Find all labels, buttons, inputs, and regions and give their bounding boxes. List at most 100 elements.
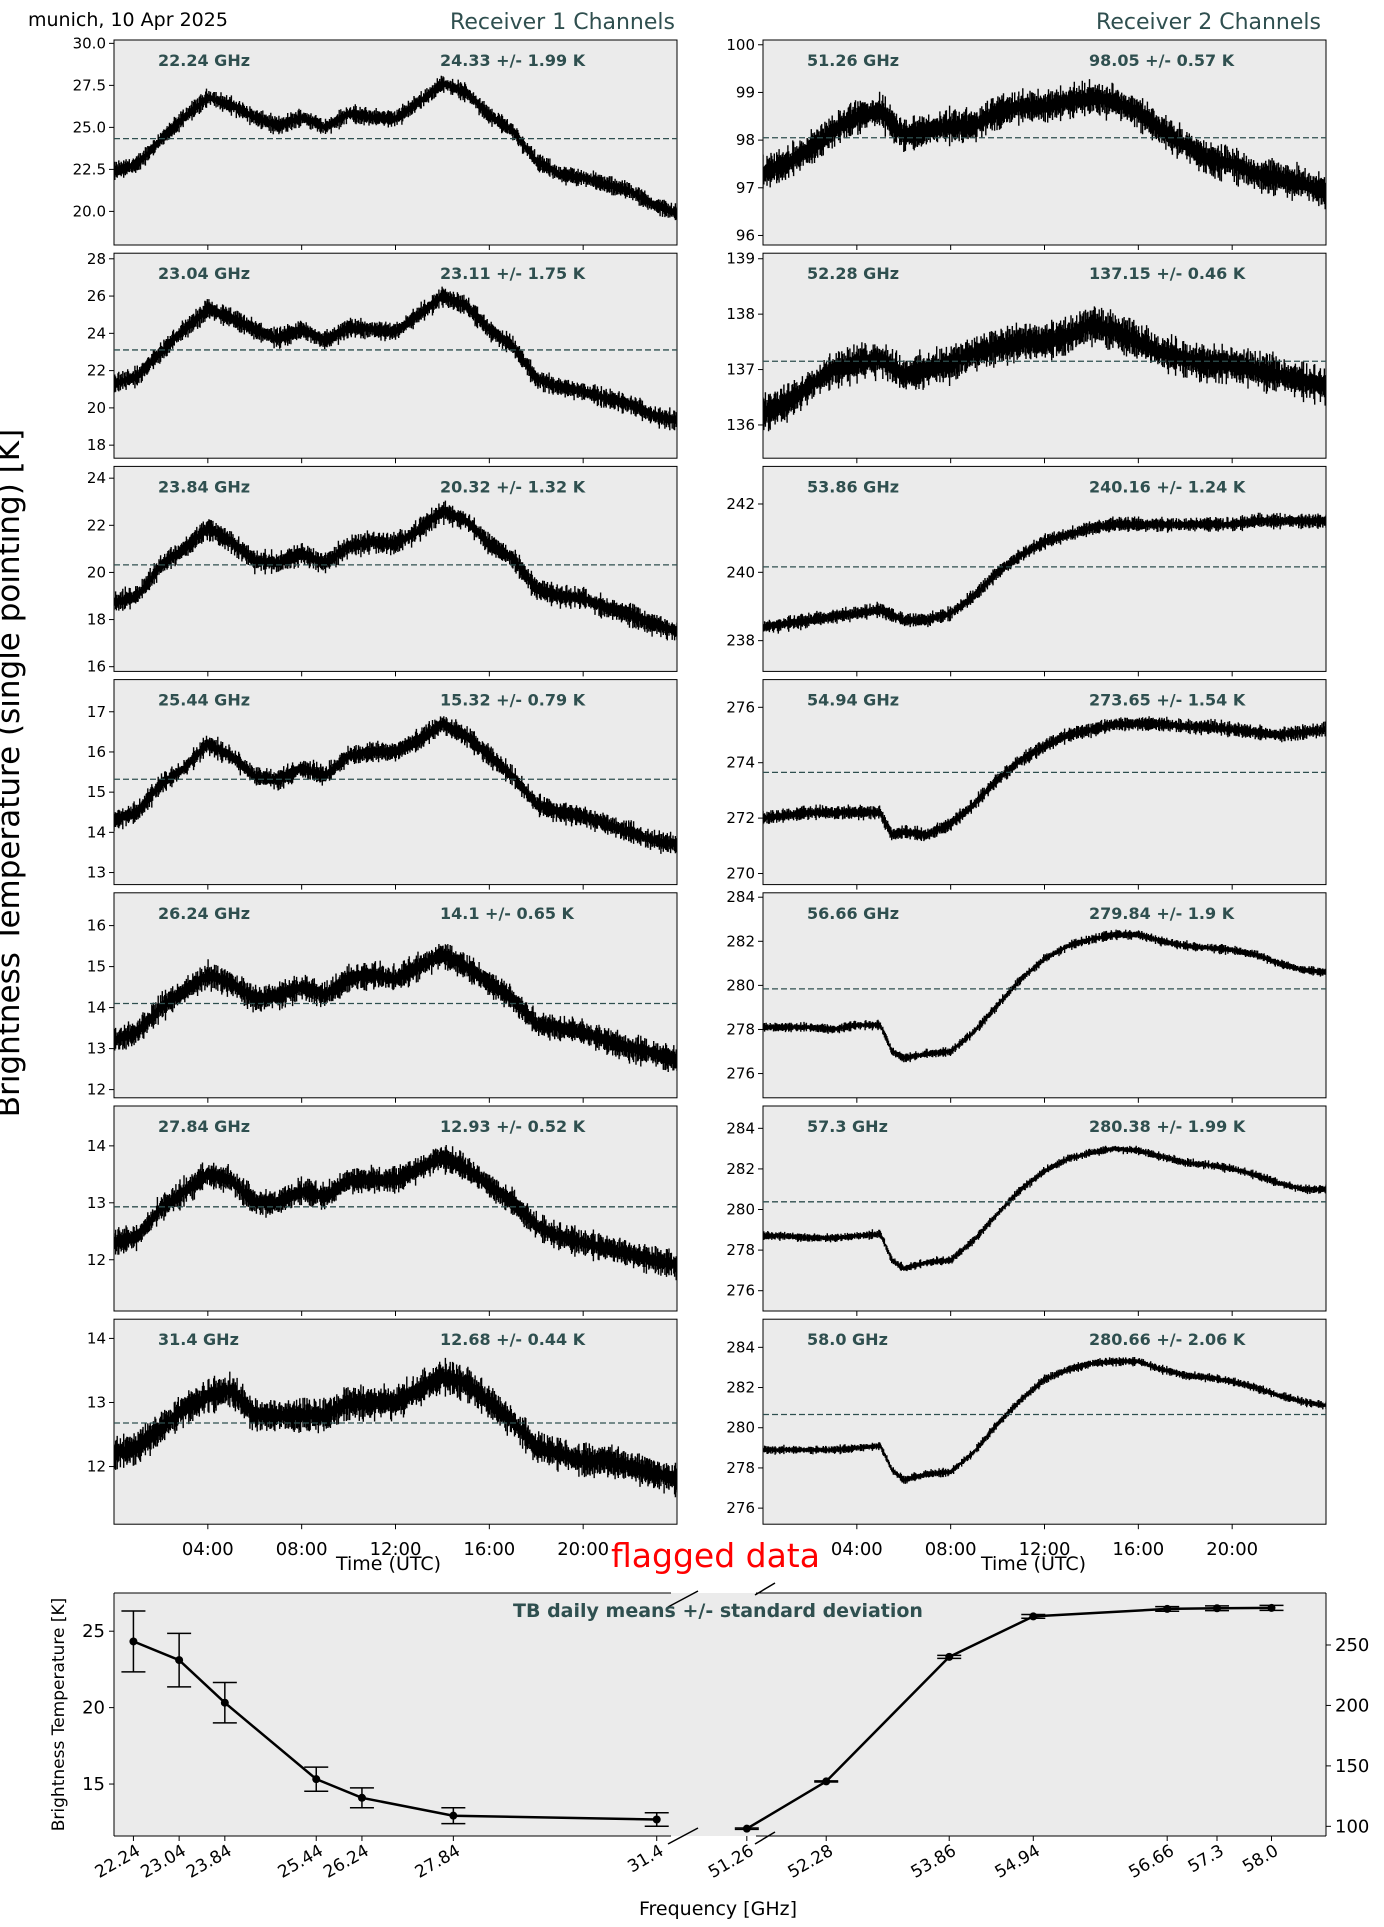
ytick-label: 13 xyxy=(87,1040,106,1058)
summary-xtick-label: 56.66 xyxy=(1126,1841,1178,1883)
panel-background xyxy=(762,465,1327,672)
channel-label: 54.94 GHz xyxy=(807,691,899,710)
series-band xyxy=(763,929,1326,1063)
data-point xyxy=(1029,1612,1038,1621)
ytick-label: 26 xyxy=(87,287,106,305)
ytick-label: 20.0 xyxy=(73,202,106,220)
summary-ytick-label: 150 xyxy=(1335,1756,1369,1777)
ytick-label: 14 xyxy=(87,1137,106,1155)
panel-r1-7: 12 13 14 04:00 08:00 12:00 16:00 20:00 31.4 GHz 1… xyxy=(87,1318,678,1560)
ytick-label: 238 xyxy=(726,632,755,650)
channel-label: 25.44 GHz xyxy=(158,691,250,710)
location-date-label: munich, 10 Apr 2025 xyxy=(28,9,228,31)
xtick-label: 08:00 xyxy=(276,1539,328,1560)
panel-background xyxy=(762,39,1327,246)
summary-xtick-label: 52.28 xyxy=(785,1841,837,1883)
stats-label: 280.66 +/- 2.06 K xyxy=(1089,1330,1246,1349)
ytick-label: 98 xyxy=(736,131,755,149)
series-band xyxy=(114,1145,677,1281)
receiver1-title: Receiver 1 Channels xyxy=(450,10,675,35)
xtick-label: 08:00 xyxy=(925,1539,977,1560)
panel-r2-4: 270 272 274 276 54.94 GHz 273.65 +/- 1.54 K xyxy=(726,679,1327,890)
xtick-label: 16:00 xyxy=(463,1539,515,1560)
ytick-label: 12 xyxy=(87,1081,106,1099)
ytick-label: 97 xyxy=(736,179,755,197)
summary-background xyxy=(114,1593,1326,1836)
ytick-label: 16 xyxy=(87,743,106,761)
data-point xyxy=(1213,1604,1222,1613)
data-point xyxy=(449,1811,458,1820)
data-point xyxy=(1163,1604,1172,1613)
stats-label: 279.84 +/- 1.9 K xyxy=(1089,904,1235,923)
summary-xtick-label: 53.86 xyxy=(908,1841,960,1883)
stats-label: 24.33 +/- 1.99 K xyxy=(440,51,586,70)
summary-xtick-label: 22.24 xyxy=(92,1841,144,1883)
panel-background xyxy=(762,1105,1327,1312)
channel-label: 22.24 GHz xyxy=(158,51,250,70)
summary-ytick-label: 200 xyxy=(1335,1695,1369,1716)
ytick-label: 278 xyxy=(726,1020,755,1038)
ytick-label: 17 xyxy=(87,703,106,721)
panel-r1-1: 20.0 22.5 25.0 27.5 30.0 22.24 GHz 24.33 +/- 1… xyxy=(73,34,678,250)
ytick-label: 276 xyxy=(726,1282,755,1300)
ytick-label: 278 xyxy=(726,1241,755,1259)
stats-label: 15.32 +/- 0.79 K xyxy=(440,691,586,710)
series-band xyxy=(114,1357,677,1498)
channel-label: 27.84 GHz xyxy=(158,1117,250,1136)
ytick-label: 25.0 xyxy=(73,118,106,136)
ytick-label: 14 xyxy=(87,999,106,1017)
ytick-label: 282 xyxy=(726,932,755,950)
ytick-label: 20 xyxy=(87,563,106,581)
ytick-label: 13 xyxy=(87,1194,106,1212)
stats-label: 23.11 +/- 1.75 K xyxy=(440,264,586,283)
ytick-label: 18 xyxy=(87,611,106,629)
xtick-label: 20:00 xyxy=(1206,1539,1258,1560)
ytick-label: 280 xyxy=(726,1419,755,1437)
series-band xyxy=(114,286,677,431)
stats-label: 240.16 +/- 1.24 K xyxy=(1089,477,1246,496)
panel-background xyxy=(762,892,1327,1099)
panel-r1-5: 12 13 14 15 16 26.24 GHz 14.1 +/- 0.65 K xyxy=(87,892,678,1103)
ytick-label: 139 xyxy=(726,250,755,268)
ytick-label: 14 xyxy=(87,823,106,841)
data-point xyxy=(945,1652,954,1661)
summary-ylabel: Brightness Temperature [K] xyxy=(49,1598,69,1831)
ytick-label: 16 xyxy=(87,917,106,935)
summary-xtick-label: 31.4 xyxy=(624,1841,667,1877)
series-band xyxy=(763,1357,1326,1484)
ytick-label: 28 xyxy=(87,250,106,268)
panel-background xyxy=(113,679,678,886)
channel-label: 56.66 GHz xyxy=(807,904,899,923)
series-band xyxy=(763,306,1326,432)
panel-background xyxy=(113,1318,678,1525)
ytick-label: 240 xyxy=(726,563,755,581)
summary-xtick-label: 58.0 xyxy=(1239,1841,1282,1877)
data-point xyxy=(742,1824,751,1833)
series-band xyxy=(114,500,677,641)
panel-r1-6: 12 13 14 27.84 GHz 12.93 +/- 0.52 K xyxy=(87,1105,678,1316)
receiver2-title: Receiver 2 Channels xyxy=(1096,10,1321,35)
stats-label: 14.1 +/- 0.65 K xyxy=(440,904,575,923)
ytick-label: 282 xyxy=(726,1379,755,1397)
panel-r1-4: 13 14 15 16 17 25.44 GHz 15.32 +/- 0.79 K xyxy=(87,679,678,890)
ytick-label: 24 xyxy=(87,469,106,487)
panel-background xyxy=(113,1105,678,1312)
panel-r2-3: 238 240 242 53.86 GHz 240.16 +/- 1.24 K xyxy=(726,465,1327,677)
ytick-label: 13 xyxy=(87,864,106,882)
right-time-xlabel: Time (UTC) xyxy=(981,1553,1087,1575)
panel-background xyxy=(113,252,678,459)
left-time-xlabel: Time (UTC) xyxy=(336,1553,442,1575)
series-band xyxy=(763,1145,1326,1272)
summary-title: TB daily means +/- standard deviation xyxy=(513,1600,923,1622)
stats-label: 20.32 +/- 1.32 K xyxy=(440,477,586,496)
ytick-label: 276 xyxy=(726,1065,755,1083)
axis-break-mark xyxy=(667,1827,699,1845)
data-point xyxy=(220,1698,229,1707)
series-band xyxy=(114,944,677,1072)
panel-background xyxy=(762,679,1327,886)
ytick-label: 22 xyxy=(87,516,106,534)
channel-label: 23.84 GHz xyxy=(158,477,250,496)
summary-ytick-label: 20 xyxy=(82,1698,105,1719)
ytick-label: 12 xyxy=(87,1251,106,1269)
